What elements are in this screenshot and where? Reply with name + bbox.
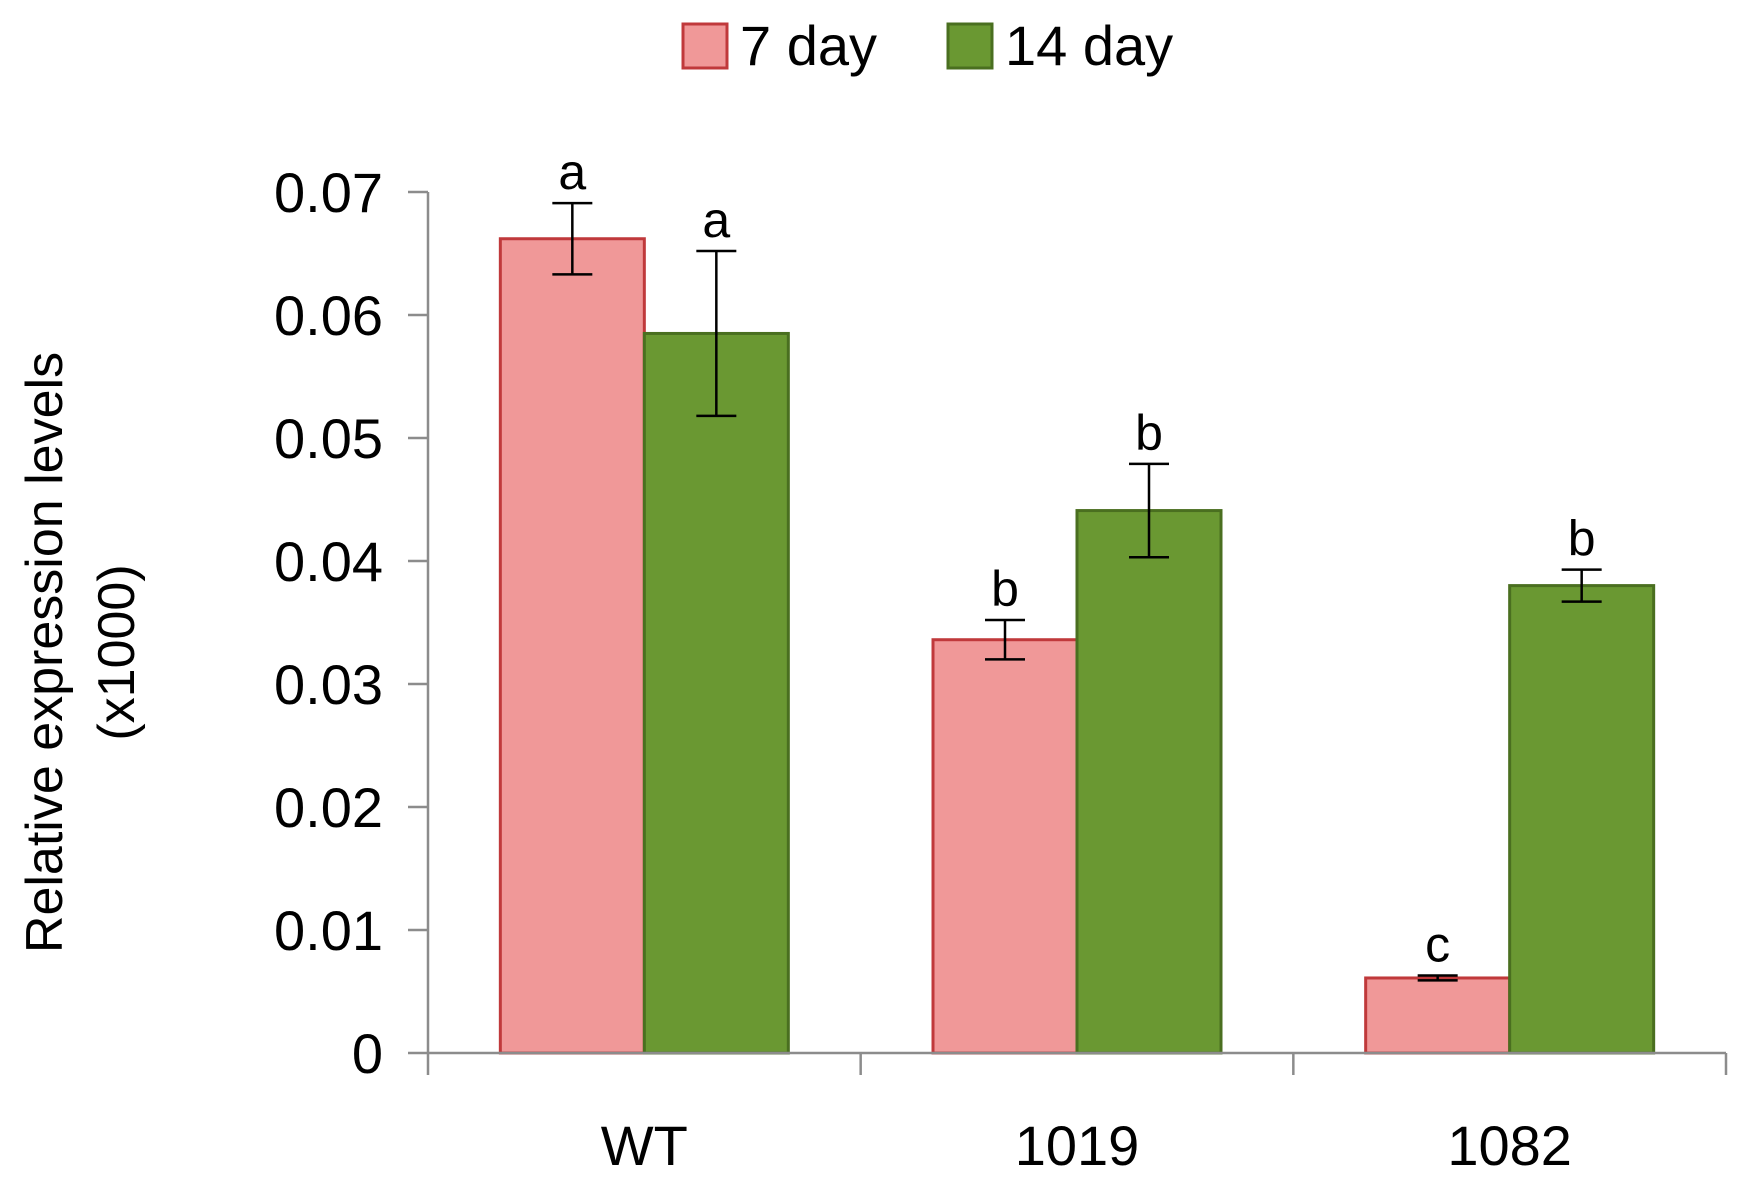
y-axis-title-line1: Relative expression levels	[16, 352, 74, 953]
significance-letter: a	[702, 192, 730, 248]
bar-7-day-WT	[498, 237, 646, 1055]
y-tick-label: 0.07	[274, 161, 383, 224]
y-tick-label: 0.06	[274, 284, 383, 347]
legend-label-7-day: 7 day	[740, 14, 877, 77]
bar-7-day-1082	[1364, 976, 1512, 1055]
axes	[426, 192, 1728, 1075]
y-tick-label: 0.02	[274, 776, 383, 839]
bar-7-day-1019	[931, 638, 1079, 1055]
y-axis-title: Relative expression levels (x1000)	[16, 352, 146, 953]
legend-swatch-7-day	[681, 22, 729, 70]
significance-letter: c	[1425, 917, 1450, 973]
y-tick-label: 0	[352, 1022, 383, 1085]
y-tick-label: 0.03	[274, 653, 383, 716]
bar-14-day-1082	[1508, 584, 1656, 1055]
bar-14-day-WT	[642, 331, 790, 1055]
category-label: 1082	[1447, 1114, 1572, 1177]
significance-letter: b	[1135, 405, 1163, 461]
y-tick-label: 0.01	[274, 899, 383, 962]
y-axis-title-line2: (x1000)	[88, 564, 146, 740]
legend-label-14-day: 14 day	[1005, 14, 1173, 77]
category-label: 1019	[1015, 1114, 1140, 1177]
category-label: WT	[601, 1114, 688, 1177]
significance-letter: b	[1568, 511, 1596, 567]
legend: 7 day 14 day	[681, 14, 1173, 77]
y-tick-label: 0.04	[274, 530, 383, 593]
bars	[498, 237, 1656, 1055]
significance-letter: b	[991, 561, 1019, 617]
category-labels: WT 1019 1082	[601, 1114, 1572, 1177]
error-bars	[552, 201, 1602, 982]
bar-14-day-1019	[1075, 509, 1223, 1055]
significance-letters: a a b b c b	[558, 144, 1595, 972]
y-axis-ticks: 0 0.01 0.02 0.03 0.04 0.05 0.06 0.07	[274, 161, 428, 1085]
legend-swatch-14-day	[946, 22, 994, 70]
significance-letter: a	[558, 144, 586, 200]
y-tick-label: 0.05	[274, 407, 383, 470]
